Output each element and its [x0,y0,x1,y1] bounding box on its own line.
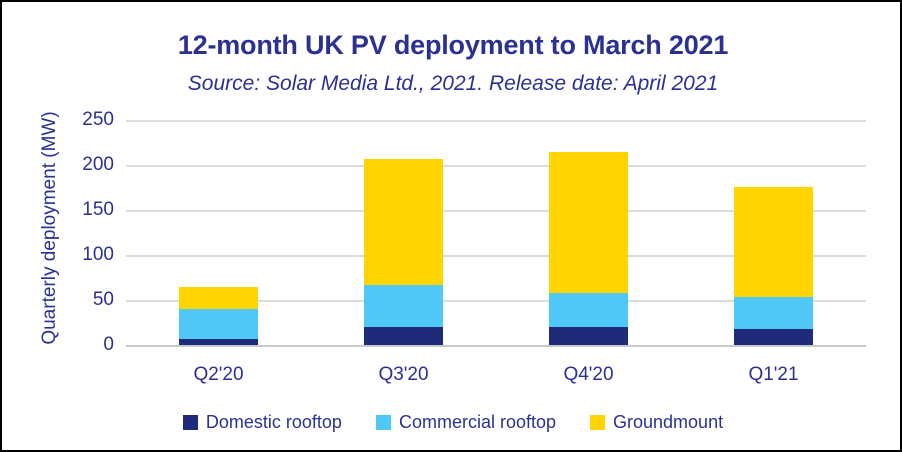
bar-segment[interactable] [364,327,443,345]
legend-label: Commercial rooftop [398,412,557,432]
bar-group[interactable] [364,120,443,345]
legend-swatch-icon [182,415,198,430]
bar-group[interactable] [549,120,628,345]
axis-baseline [126,345,866,347]
chart-title: 12-month UK PV deployment to March 2021 [177,30,729,60]
bar-segment[interactable] [734,328,813,345]
gridline [126,210,866,212]
bar-segment[interactable] [734,186,813,298]
bar-segment[interactable] [179,286,258,309]
y-axis-tick-label: 200 [82,154,114,175]
x-axis-tick-label: Q3'20 [378,364,429,385]
gridline [126,300,866,302]
bar-segment[interactable] [364,158,443,285]
legend-label: Groundmount [613,412,724,432]
bar-segment[interactable] [549,327,628,345]
bar-group[interactable] [734,120,813,345]
chart-subtitle: Source: Solar Media Ltd., 2021. Release … [187,72,719,95]
bar-segment[interactable] [179,338,258,345]
plot-area [126,120,866,347]
chart-legend: Domestic rooftop Commercial rooftop Ground… [2,412,900,433]
x-axis-tick-label: Q4'20 [563,364,614,385]
gridline [126,165,866,167]
bar-group[interactable] [179,120,258,345]
x-axis-tick-label: Q1'21 [748,364,799,385]
y-axis-tick-label: 100 [82,244,114,265]
legend-item[interactable]: Domestic rooftop [182,412,342,433]
gridline [126,120,866,122]
legend-swatch-icon [590,415,606,430]
gridline [126,255,866,257]
legend-label: Domestic rooftop [205,412,342,432]
legend-item[interactable]: Commercial rooftop [375,412,557,433]
y-axis-tick-label: 50 [92,289,114,310]
y-axis-tick-labels: 0 50 100 150 200 250 [58,2,114,450]
legend-item[interactable]: Groundmount [590,412,723,433]
y-axis-tick-label: 150 [82,199,114,220]
bar-segment[interactable] [364,284,443,327]
bar-segment[interactable] [549,292,628,327]
legend-swatch-icon [375,415,391,430]
bar-segment[interactable] [179,309,258,339]
y-axis-tick-label: 250 [82,109,114,130]
y-axis-tick-label: 0 [103,334,114,355]
bar-segment[interactable] [549,151,628,293]
x-axis-tick-label: Q2'20 [193,364,244,385]
bar-segment[interactable] [734,297,813,329]
